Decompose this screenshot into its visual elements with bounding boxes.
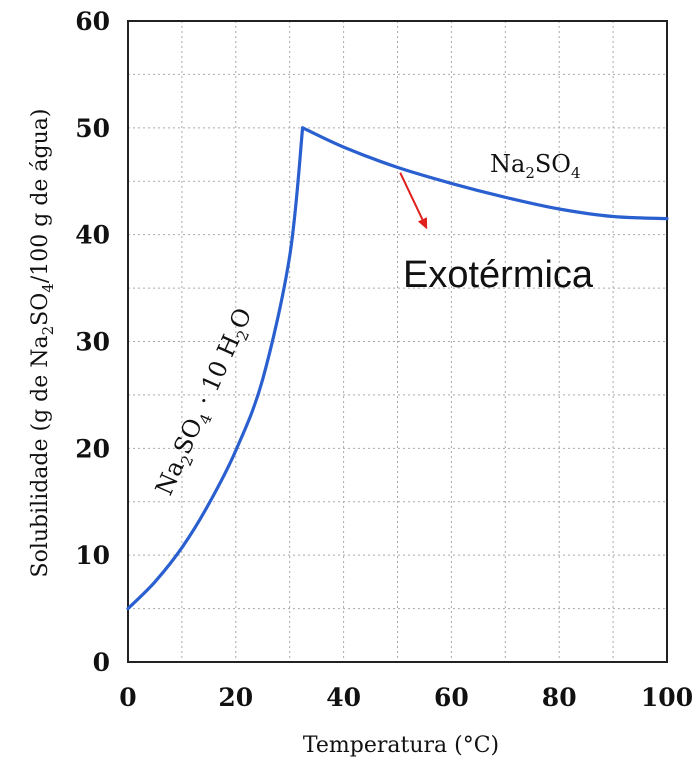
y-tick-label: 50 (75, 114, 110, 143)
series-line-anhydrous (301, 126, 669, 221)
y-tick-label: 20 (75, 434, 110, 463)
grid (128, 21, 667, 662)
y-tick-labels: 0 10 20 30 40 50 60 (75, 7, 110, 677)
x-axis-label: Temperatura (°C) (303, 733, 499, 757)
plot-frame (127, 20, 668, 663)
annotation-exotermica: Exotérmica (403, 254, 594, 296)
x-tick-label: 60 (434, 683, 469, 712)
y-axis-label: Solubilidade (g de Na2SO4/100 g de água) (28, 109, 57, 578)
x-tick-label: 100 (641, 683, 693, 712)
x-tick-label: 20 (218, 683, 253, 712)
series-label-anhydrous: Na2SO4 (490, 150, 581, 182)
x-tick-labels: 0 20 40 60 80 100 (119, 683, 693, 712)
x-tick-label: 0 (119, 683, 136, 712)
series-line-hydrate (126, 126, 305, 611)
y-tick-label: 30 (75, 328, 110, 357)
x-tick-label: 80 (542, 683, 577, 712)
y-tick-label: 40 (75, 221, 110, 250)
series-label-hydrate: Na2SO4 · 10 H2O (150, 304, 261, 501)
y-tick-label: 60 (75, 7, 110, 36)
x-tick-label: 40 (326, 683, 361, 712)
annotation-arrow-head (417, 217, 428, 230)
annotation-arrow (399, 172, 424, 220)
y-tick-label: 10 (75, 541, 110, 570)
y-tick-label: 0 (93, 648, 110, 677)
